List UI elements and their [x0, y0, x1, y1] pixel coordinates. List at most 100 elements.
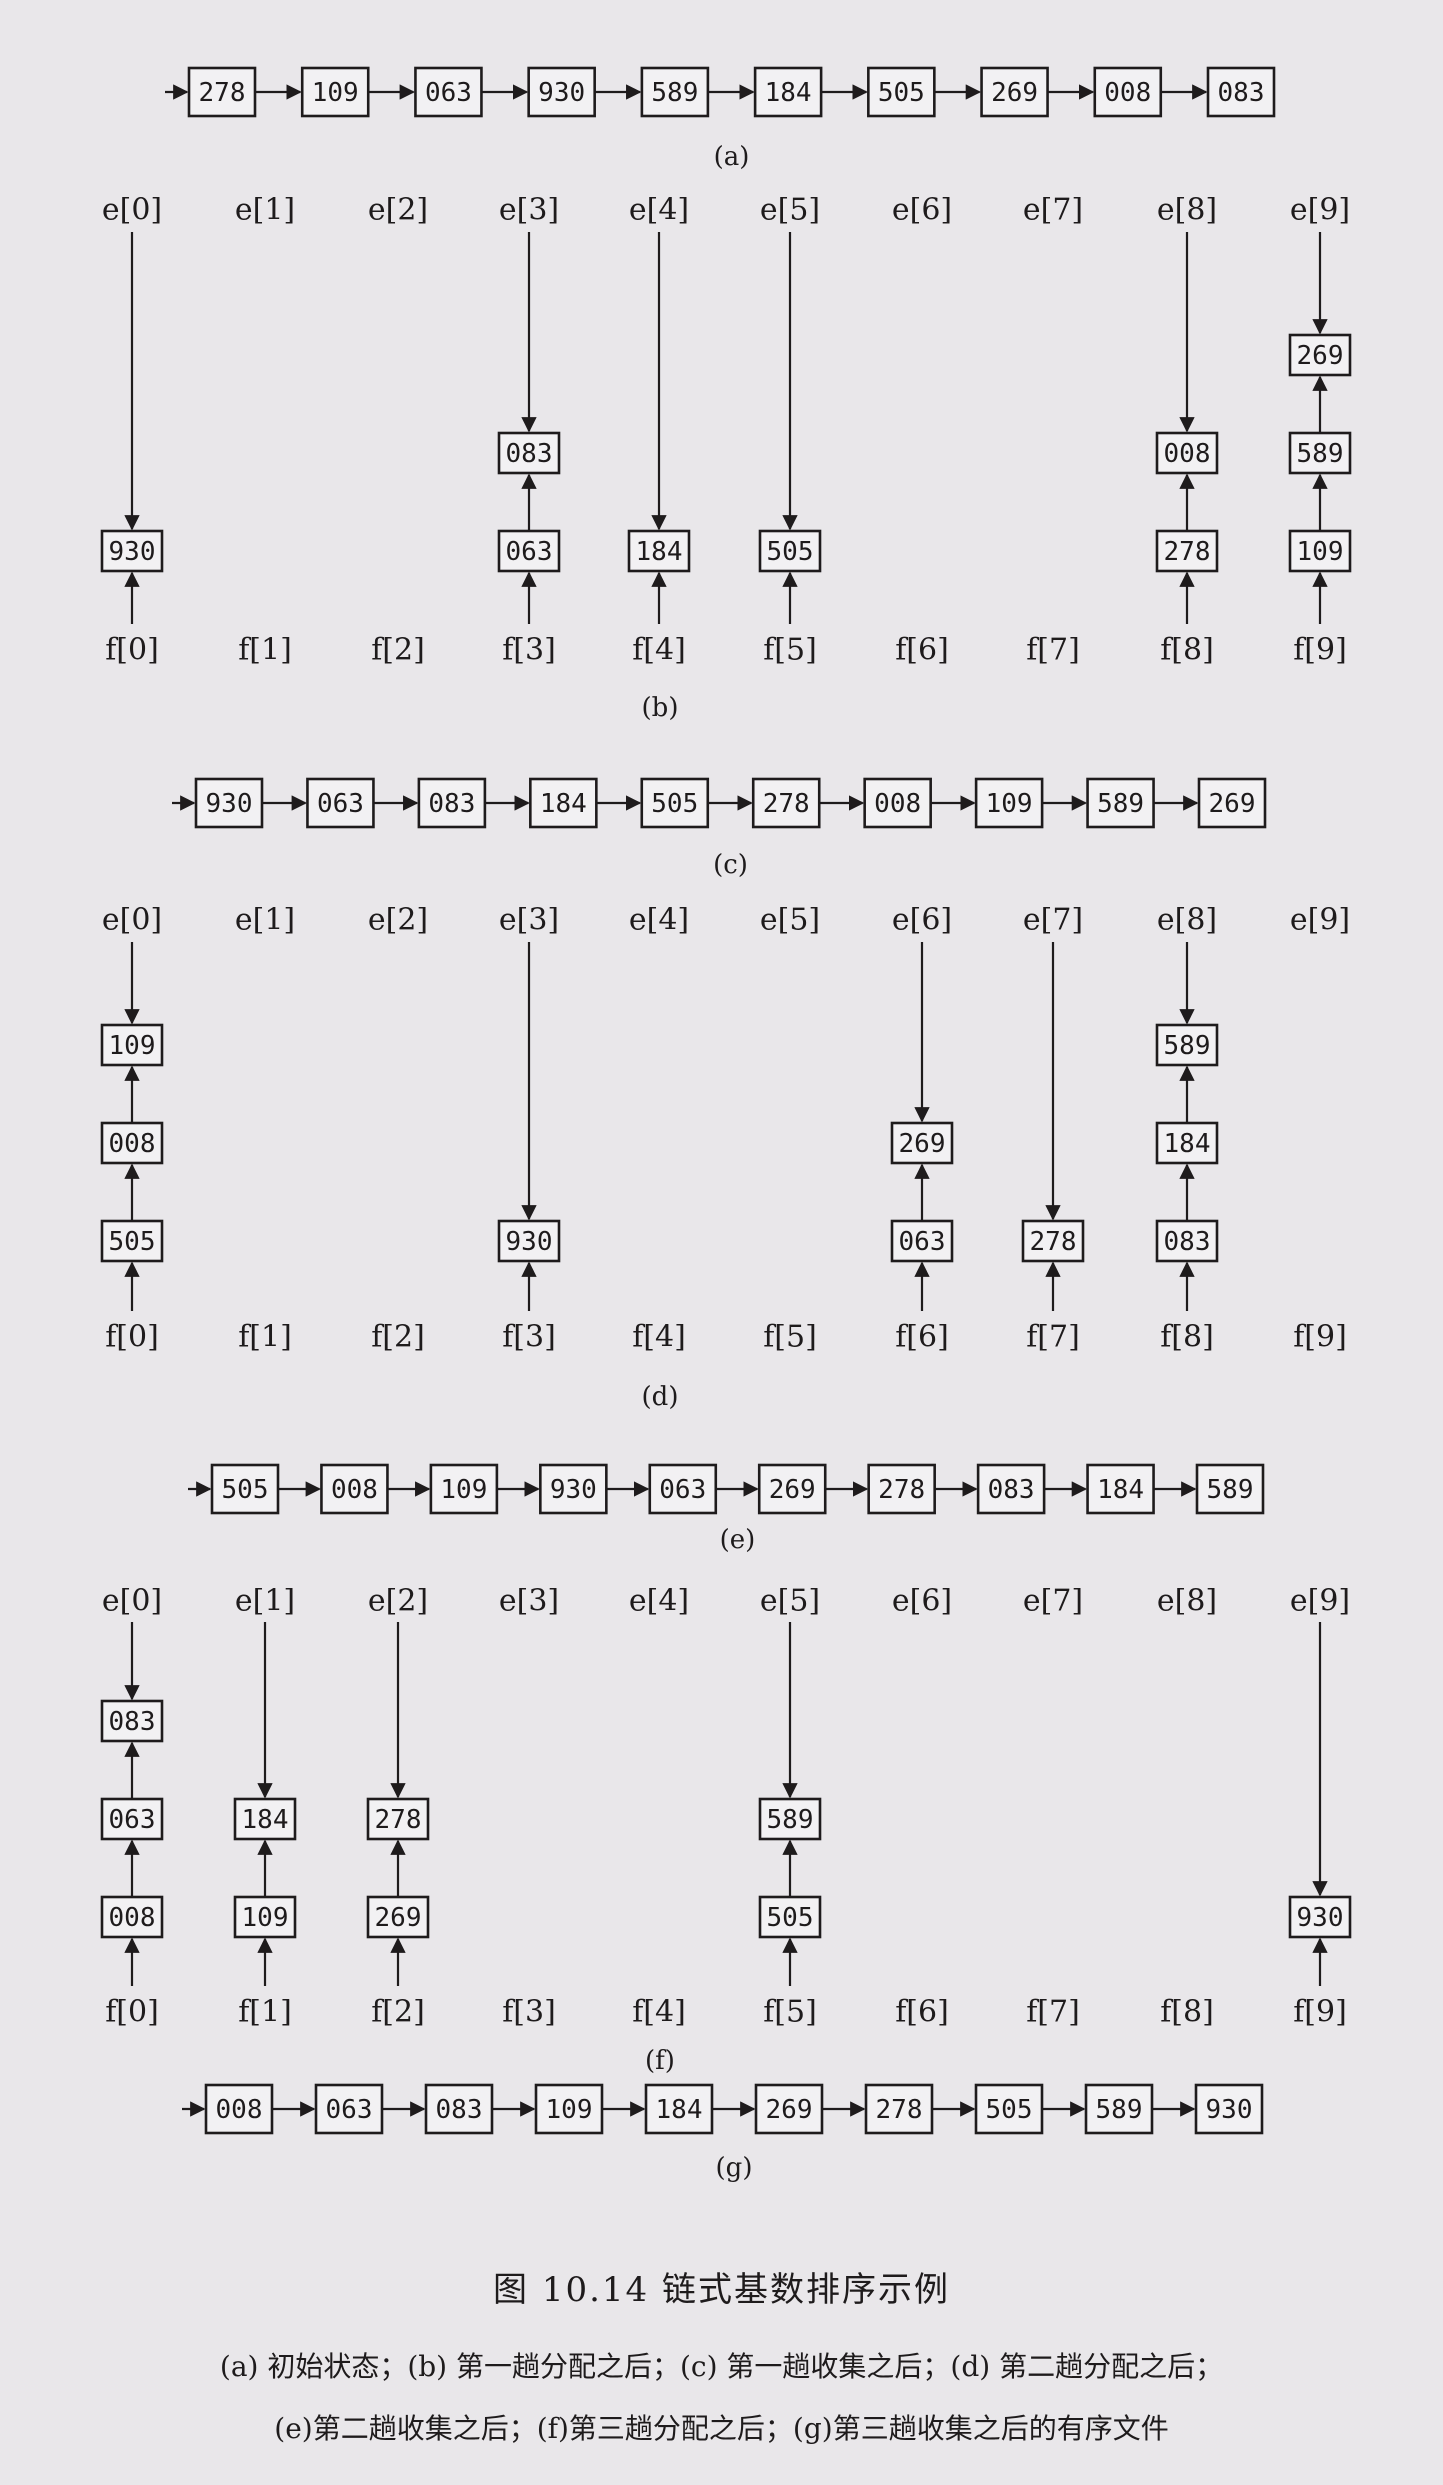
e-label-f-5: e[5] [760, 1584, 820, 1619]
list-a-node: 505 [878, 78, 925, 108]
f-label-d-1: f[1] [238, 1320, 292, 1355]
list-a-node: 063 [425, 78, 472, 108]
list-g-node-box [204, 2083, 274, 2135]
bucket-b-8-node-box [1155, 529, 1219, 573]
e-label-f-7: e[7] [1023, 1584, 1083, 1619]
bucket-b-9-node-box [1288, 431, 1352, 475]
bucket-f-1-node-box [233, 1895, 297, 1939]
list-g-node: 063 [326, 2095, 373, 2125]
f-label-d-4: f[4] [632, 1320, 686, 1355]
list-c-node-box [640, 777, 710, 829]
e-label-b-0: e[0] [102, 193, 162, 228]
list-a-node: 008 [1104, 78, 1151, 108]
list-g-node: 278 [876, 2095, 923, 2125]
bucket-f-2-node: 269 [375, 1903, 422, 1933]
bucket-f-9-node: 930 [1297, 1903, 1344, 1933]
bucket-b-8-node: 008 [1164, 439, 1211, 469]
list-g-node-box [754, 2083, 824, 2135]
f-label-b-0: f[0] [105, 633, 159, 668]
f-label-b-4: f[4] [632, 633, 686, 668]
list-g-node-box [1194, 2083, 1264, 2135]
f-label-d-9: f[9] [1293, 1320, 1347, 1355]
bucket-d-6-node: 269 [899, 1129, 946, 1159]
list-c-node: 063 [317, 789, 364, 819]
bucket-d-0-node-box [100, 1219, 164, 1263]
bucket-d-7-node: 278 [1030, 1227, 1077, 1257]
e-label-b-2: e[2] [368, 193, 428, 228]
bucket-f-0-node: 063 [109, 1805, 156, 1835]
f-label-d-6: f[6] [895, 1320, 949, 1355]
list-c-node-box [529, 777, 598, 829]
f-label-f-9: f[9] [1293, 1995, 1347, 2030]
bucket-d-8-node: 184 [1164, 1129, 1211, 1159]
bucket-f-2-node-box [366, 1895, 430, 1939]
e-label-b-5: e[5] [760, 193, 820, 228]
bucket-f-1-node-box [233, 1797, 297, 1841]
list-a-node: 930 [538, 78, 585, 108]
f-label-d-3: f[3] [502, 1320, 556, 1355]
list-e-node: 008 [331, 1475, 378, 1505]
bucket-b-9-node: 269 [1297, 341, 1344, 371]
list-c-node: 278 [763, 789, 810, 819]
list-c-node-box [306, 777, 375, 829]
f-label-b-6: f[6] [895, 633, 949, 668]
bucket-b-3-node: 083 [506, 439, 553, 469]
bucket-b-3-node: 063 [506, 537, 553, 567]
e-label-d-3: e[3] [499, 903, 559, 938]
list-c-node-box [974, 777, 1044, 829]
f-label-f-3: f[3] [502, 1995, 556, 2030]
list-g-node-box [314, 2083, 384, 2135]
list-g-node-box [644, 2083, 714, 2135]
list-a-node-box [1206, 66, 1276, 118]
panel-label-c: (c) [713, 850, 748, 880]
list-g-node-box [974, 2083, 1044, 2135]
bucket-f-2-node: 278 [375, 1805, 422, 1835]
f-label-b-7: f[7] [1026, 633, 1080, 668]
list-e-node: 278 [878, 1475, 925, 1505]
list-g-node: 269 [766, 2095, 813, 2125]
list-a-node: 589 [651, 78, 698, 108]
e-label-d-0: e[0] [102, 903, 162, 938]
bucket-f-1-node: 184 [242, 1805, 289, 1835]
f-label-f-6: f[6] [895, 1995, 949, 2030]
list-g-node-box [1084, 2083, 1154, 2135]
list-c-node: 184 [540, 789, 587, 819]
bucket-b-8-node: 278 [1164, 537, 1211, 567]
bucket-d-8-node-box [1155, 1023, 1219, 1067]
list-a-node-box [1093, 66, 1163, 118]
f-label-f-8: f[8] [1160, 1995, 1214, 2030]
bucket-d-6-node-box [890, 1121, 954, 1165]
list-a-node-box [414, 66, 483, 118]
list-e-node: 505 [222, 1475, 269, 1505]
bucket-d-8-node-box [1155, 1121, 1219, 1165]
bucket-d-3-node-box [497, 1219, 561, 1263]
list-g-node-box [864, 2083, 934, 2135]
e-label-f-8: e[8] [1157, 1584, 1217, 1619]
list-e-node: 109 [440, 1475, 487, 1505]
e-label-b-6: e[6] [892, 193, 952, 228]
list-g-node: 930 [1206, 2095, 1253, 2125]
f-label-d-5: f[5] [763, 1320, 817, 1355]
list-a-node-box [640, 66, 710, 118]
bucket-f-5-node: 505 [767, 1903, 814, 1933]
list-a-node-box [300, 66, 370, 118]
bucket-b-4-node-box [627, 529, 691, 573]
e-label-b-8: e[8] [1157, 193, 1217, 228]
bucket-d-8-node: 083 [1164, 1227, 1211, 1257]
bucket-f-5-node: 589 [767, 1805, 814, 1835]
panel-label-d: (d) [642, 1382, 679, 1412]
figure-caption: 图 10.14 链式基数排序示例 (a) 初始状态；(b) 第一趟分配之后；(c… [0, 2262, 1443, 2447]
e-label-b-1: e[1] [235, 193, 295, 228]
bucket-d-8-node-box [1155, 1219, 1219, 1263]
figure-subcaption-2: (e)第二趟收集之后；(f)第三趟分配之后；(g)第三趟收集之后的有序文件 [274, 2412, 1169, 2445]
list-c-node-box [1086, 777, 1155, 829]
e-label-d-6: e[6] [892, 903, 952, 938]
list-a-node-box [527, 66, 596, 118]
list-c-node: 505 [651, 789, 698, 819]
list-e-node-box [976, 1463, 1046, 1515]
bucket-d-6-node: 063 [899, 1227, 946, 1257]
list-a-node: 184 [765, 78, 812, 108]
f-label-f-4: f[4] [632, 1995, 686, 2030]
bucket-b-5-node-box [758, 529, 822, 573]
